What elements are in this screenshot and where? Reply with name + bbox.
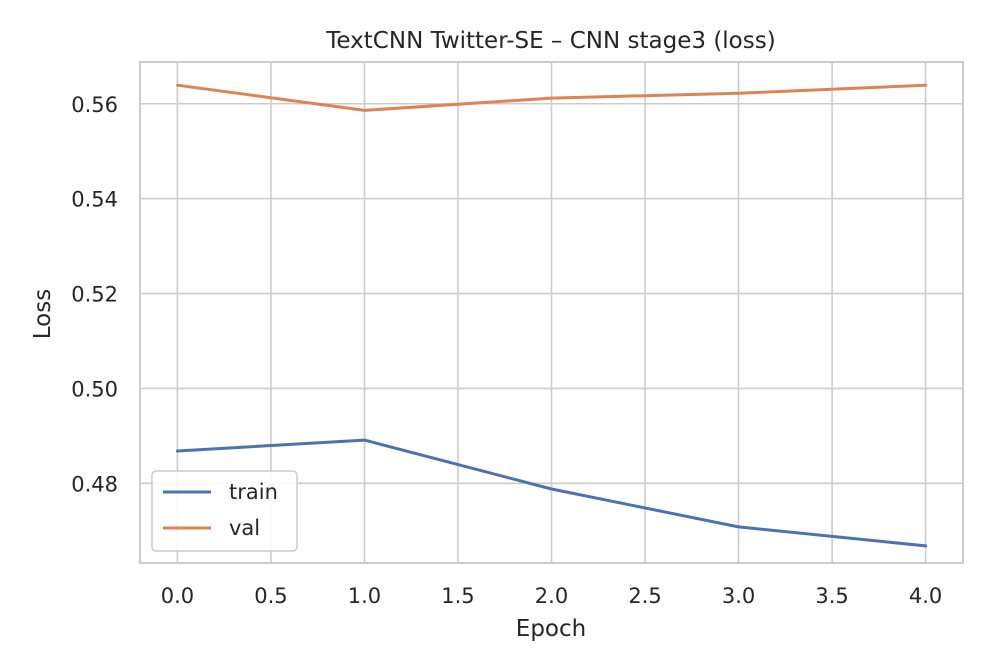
y-tick-label: 0.56: [71, 93, 118, 117]
x-tick-label: 2.5: [628, 584, 661, 608]
x-tick-label: 2.0: [535, 584, 568, 608]
grid-lines: [140, 62, 963, 563]
x-tick-label: 1.5: [441, 584, 474, 608]
tick-labels: 0.0 0.5 1.0 1.5 2.0 2.5 3.0 3.5 4.0 0.48 0.50 0.52 0…: [71, 93, 942, 608]
chart-title: TextCNN Twitter-SE – CNN stage3 (loss): [325, 28, 775, 54]
series-line-val: [175, 83, 928, 112]
legend-label-train: train: [229, 480, 278, 504]
series-lines: [175, 83, 928, 548]
y-tick-label: 0.52: [71, 283, 118, 307]
y-tick-label: 0.48: [71, 472, 118, 496]
legend: train val: [151, 470, 298, 552]
series-line-train: [175, 438, 928, 548]
x-tick-label: 0.0: [161, 584, 194, 608]
legend-label-val: val: [229, 516, 260, 540]
x-tick-label: 3.5: [815, 584, 848, 608]
y-tick-label: 0.50: [71, 377, 118, 401]
x-tick-label: 3.0: [722, 584, 755, 608]
y-tick-label: 0.54: [71, 188, 118, 212]
x-tick-label: 1.0: [348, 584, 381, 608]
x-tick-label: 0.5: [254, 584, 287, 608]
x-tick-label: 4.0: [909, 584, 942, 608]
y-axis-label: Loss: [30, 289, 56, 339]
x-axis-label: Epoch: [516, 616, 586, 642]
plot-frame: [139, 61, 964, 564]
